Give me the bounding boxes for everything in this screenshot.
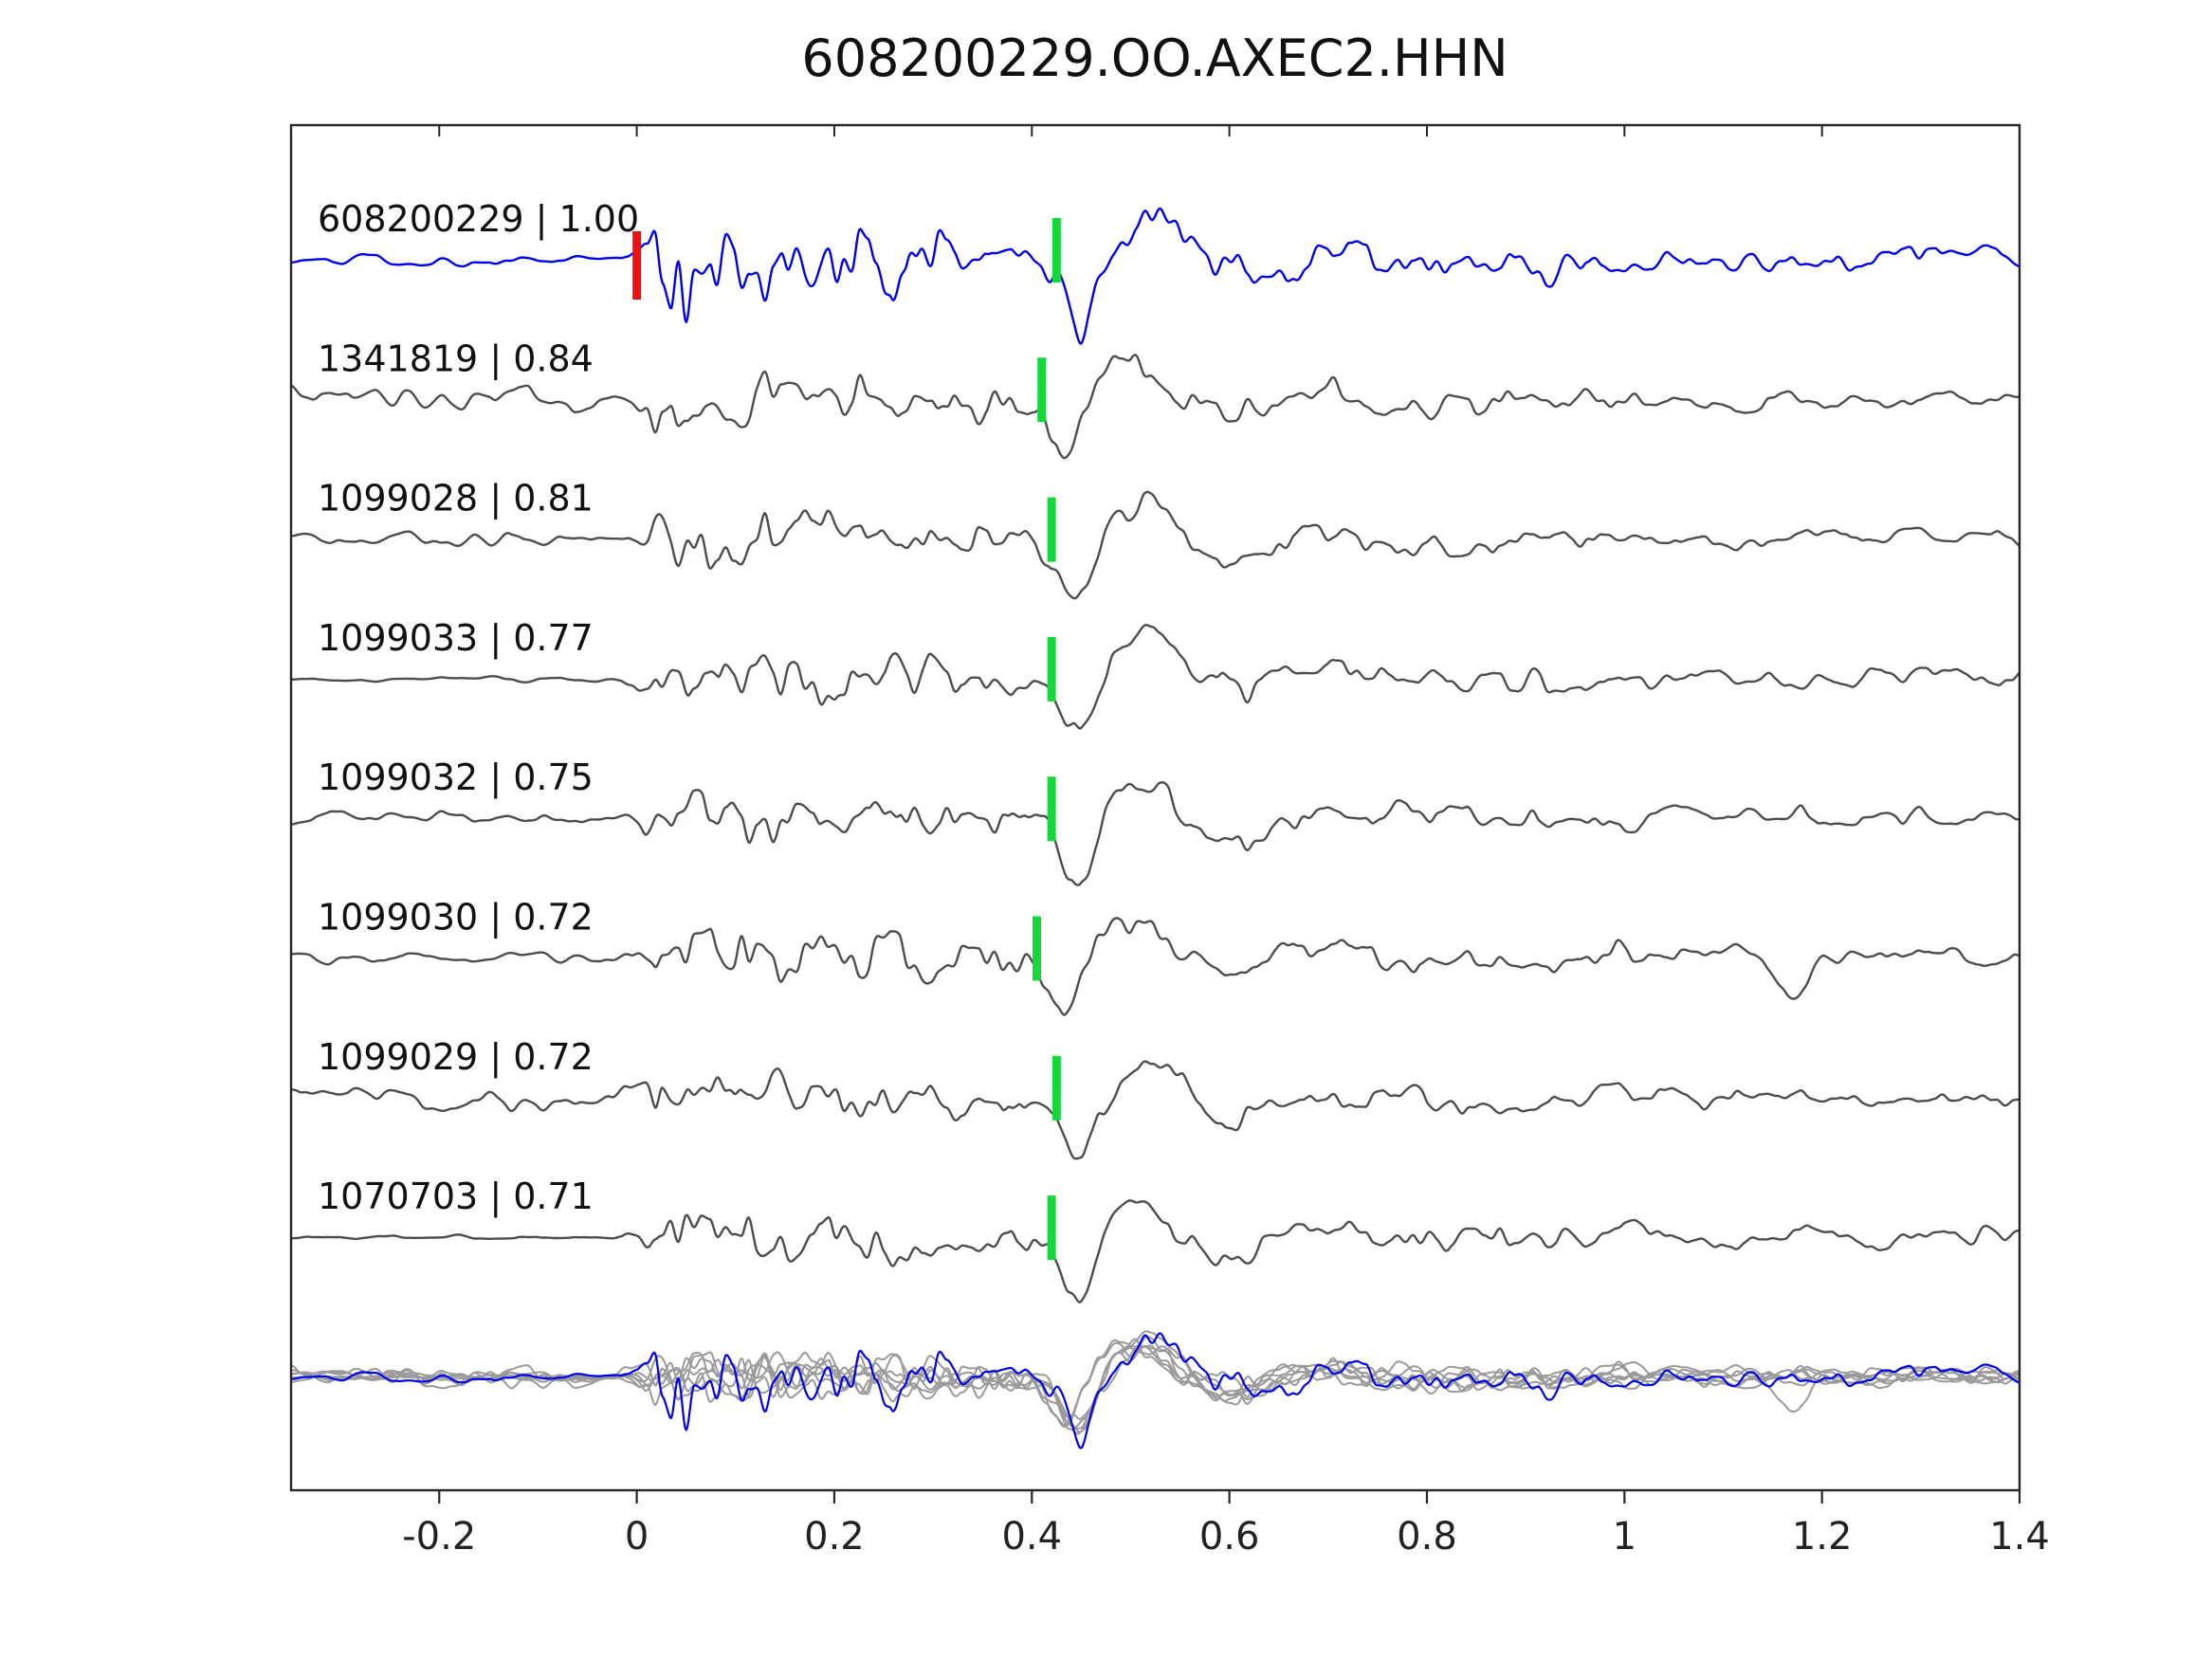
match-waveform-trace [292, 917, 2019, 1016]
match-waveform-trace [292, 624, 2019, 730]
match-waveform-trace [292, 490, 2019, 600]
x-tick-label: 0.2 [804, 1515, 865, 1559]
trace-label: 1099028 | 0.81 [318, 478, 594, 520]
trace-label: 1099032 | 0.75 [318, 757, 594, 799]
overlay-match-trace [292, 1344, 2019, 1433]
trace-label: 1070703 | 0.71 [318, 1176, 594, 1218]
overlay-match-trace [292, 1344, 2019, 1431]
axis-layer: -0.2 0 0.2 0.4 0.6 0.8 1 1.2 1.4 [289, 123, 2050, 1559]
x-tick-label: 1 [1613, 1515, 1636, 1559]
trace-label: 1099033 | 0.77 [318, 617, 594, 660]
overlay-match-trace [292, 1345, 2019, 1435]
traces-layer [292, 207, 2019, 1449]
x-tick-label: 1.4 [1989, 1515, 2050, 1559]
match-waveform-trace [292, 354, 2019, 460]
overlay-match-trace [292, 1338, 2019, 1428]
labels-layer: 608200229 | 1.00 1341819 | 0.84 1099028 | … [318, 198, 639, 1218]
match-waveform-trace [292, 1060, 2019, 1160]
markers-layer [632, 218, 1061, 1261]
trace-label: 1099030 | 0.72 [318, 897, 594, 939]
x-tick-label: 1.2 [1792, 1515, 1853, 1559]
trace-label: 1341819 | 0.84 [318, 337, 594, 380]
x-tick-label: 0 [625, 1515, 649, 1559]
trace-label: 608200229 | 1.00 [318, 198, 639, 241]
x-tick-label: -0.2 [402, 1515, 476, 1559]
overlay-match-trace [292, 1330, 2019, 1420]
match-waveform-trace [292, 1199, 2019, 1304]
plot-border [289, 123, 2021, 1492]
chart-title: 608200229.OO.AXEC2.HHN [801, 28, 1508, 88]
x-tick-label: 0.6 [1199, 1515, 1260, 1559]
reference-waveform-trace [292, 207, 2019, 345]
match-waveform-trace [292, 781, 2019, 886]
trace-label: 1099029 | 0.72 [318, 1036, 594, 1079]
x-tick-label: 0.4 [1001, 1515, 1062, 1559]
x-tick-label: 0.8 [1397, 1515, 1457, 1559]
overlay-reference-trace [292, 1332, 2019, 1449]
